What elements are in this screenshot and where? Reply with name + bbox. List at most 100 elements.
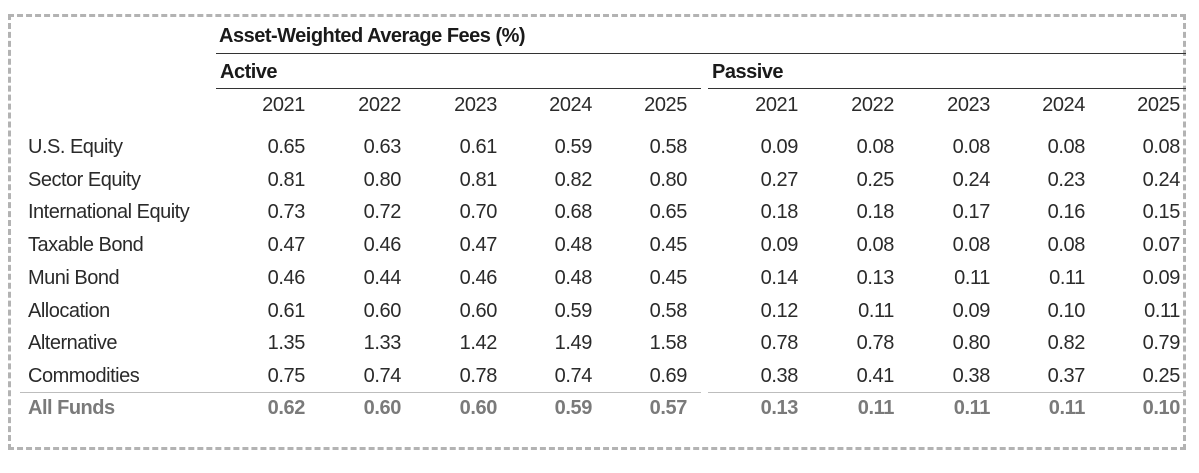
cell-active-2023: 0.60 xyxy=(459,397,498,419)
cell-active-2022: 0.60 xyxy=(363,299,402,322)
cell-passive-2025: 0.09 xyxy=(1142,266,1181,289)
cell-passive-2024: 0.10 xyxy=(1047,299,1086,322)
cell-passive-2021: 0.13 xyxy=(760,397,799,419)
group-header-passive: Passive xyxy=(712,61,784,83)
year-header-passive-2021: 2021 xyxy=(755,94,798,116)
cell-active-2021: 0.61 xyxy=(267,299,306,322)
cell-active-2023: 0.60 xyxy=(459,299,498,322)
year-header-passive-2024: 2024 xyxy=(1042,94,1085,116)
cell-active-2024: 0.48 xyxy=(554,266,593,289)
cell-active-2023: 0.46 xyxy=(459,266,498,289)
cell-active-2024: 0.74 xyxy=(554,364,593,387)
group-header-active: Active xyxy=(220,61,278,83)
cell-active-2022: 0.46 xyxy=(363,234,402,257)
cell-passive-2021: 0.12 xyxy=(760,299,799,322)
cell-active-2025: 1.58 xyxy=(649,332,688,355)
cell-active-2025: 0.57 xyxy=(649,397,688,419)
cell-active-2021: 0.65 xyxy=(267,136,306,158)
cell-passive-2024: 0.08 xyxy=(1047,234,1086,257)
cell-passive-2025: 0.11 xyxy=(1144,299,1180,322)
cell-passive-2024: 0.11 xyxy=(1048,397,1086,419)
cell-passive-2022: 0.08 xyxy=(856,234,895,257)
year-header-active-2023: 2023 xyxy=(454,94,497,116)
row-label: Taxable Bond xyxy=(28,234,144,257)
cell-active-2025: 0.45 xyxy=(649,234,688,257)
cell-passive-2021: 0.09 xyxy=(760,234,799,257)
cell-passive-2021: 0.27 xyxy=(760,168,799,191)
cell-passive-2024: 0.82 xyxy=(1047,332,1086,355)
cell-passive-2025: 0.79 xyxy=(1142,332,1181,355)
total-separator-left xyxy=(20,392,701,393)
cell-active-2024: 0.48 xyxy=(554,234,593,257)
active-group-rule xyxy=(216,88,701,89)
cell-active-2021: 0.62 xyxy=(267,397,306,419)
row-label: International Equity xyxy=(28,201,190,224)
cell-passive-2022: 0.13 xyxy=(856,266,895,289)
cell-active-2021: 0.73 xyxy=(267,201,306,224)
cell-passive-2021: 0.09 xyxy=(760,136,799,158)
cell-active-2025: 0.80 xyxy=(649,168,688,191)
cell-active-2022: 0.74 xyxy=(363,364,402,387)
cell-active-2024: 1.49 xyxy=(554,332,593,355)
cell-passive-2023: 0.38 xyxy=(952,364,991,387)
cell-passive-2022: 0.78 xyxy=(856,332,895,355)
cell-active-2025: 0.58 xyxy=(649,136,688,158)
cell-active-2022: 0.44 xyxy=(363,266,402,289)
cell-passive-2023: 0.11 xyxy=(954,266,990,289)
cell-active-2024: 0.59 xyxy=(554,397,593,419)
cell-active-2024: 0.82 xyxy=(554,168,593,191)
cell-active-2021: 0.75 xyxy=(267,364,306,387)
year-header-active-2025: 2025 xyxy=(644,94,687,116)
year-header-active-2021: 2021 xyxy=(262,94,305,116)
cell-active-2023: 1.42 xyxy=(459,332,498,355)
cell-active-2022: 0.72 xyxy=(363,201,402,224)
row-label: Alternative xyxy=(28,332,118,355)
cell-passive-2022: 0.18 xyxy=(856,201,895,224)
row-label: Sector Equity xyxy=(28,168,141,191)
year-header-active-2022: 2022 xyxy=(358,94,401,116)
cell-passive-2024: 0.08 xyxy=(1047,136,1086,158)
cell-passive-2023: 0.24 xyxy=(952,168,991,191)
cell-active-2023: 0.61 xyxy=(459,136,498,158)
cell-active-2025: 0.45 xyxy=(649,266,688,289)
cell-active-2023: 0.81 xyxy=(459,168,498,191)
cell-active-2024: 0.59 xyxy=(554,136,593,158)
cell-passive-2025: 0.07 xyxy=(1142,234,1181,257)
cell-passive-2025: 0.10 xyxy=(1142,397,1181,419)
cell-active-2021: 1.35 xyxy=(267,332,306,355)
year-header-passive-2022: 2022 xyxy=(851,94,894,116)
cell-passive-2023: 0.80 xyxy=(952,332,991,355)
cell-active-2023: 0.47 xyxy=(459,234,498,257)
cell-active-2021: 0.81 xyxy=(267,168,306,191)
cell-active-2022: 0.60 xyxy=(363,397,402,419)
cell-passive-2022: 0.08 xyxy=(856,136,895,158)
cell-passive-2025: 0.25 xyxy=(1142,364,1181,387)
cell-passive-2025: 0.15 xyxy=(1142,201,1181,224)
cell-passive-2024: 0.11 xyxy=(1049,266,1085,289)
cell-active-2022: 0.80 xyxy=(363,168,402,191)
cell-active-2024: 0.59 xyxy=(554,299,593,322)
cell-passive-2025: 0.24 xyxy=(1142,168,1181,191)
passive-group-rule xyxy=(708,88,1186,89)
cell-passive-2022: 0.41 xyxy=(856,364,895,387)
cell-passive-2021: 0.14 xyxy=(760,266,799,289)
row-label: Allocation xyxy=(28,299,110,322)
year-header-passive-2023: 2023 xyxy=(947,94,990,116)
cell-active-2022: 1.33 xyxy=(363,332,402,355)
total-separator-right xyxy=(708,392,1186,393)
cell-passive-2022: 0.11 xyxy=(857,397,895,419)
cell-active-2021: 0.47 xyxy=(267,234,306,257)
cell-active-2025: 0.65 xyxy=(649,201,688,224)
cell-active-2025: 0.69 xyxy=(649,364,688,387)
cell-passive-2023: 0.09 xyxy=(952,299,991,322)
row-label: Muni Bond xyxy=(28,266,120,289)
cell-passive-2023: 0.08 xyxy=(952,136,991,158)
title-rule xyxy=(216,53,1186,54)
cell-passive-2021: 0.18 xyxy=(760,201,799,224)
row-label: U.S. Equity xyxy=(28,136,123,158)
cell-active-2023: 0.78 xyxy=(459,364,498,387)
row-label: Commodities xyxy=(28,364,140,387)
row-label: All Funds xyxy=(28,397,115,419)
year-header-passive-2025: 2025 xyxy=(1137,94,1180,116)
cell-passive-2024: 0.16 xyxy=(1047,201,1086,224)
